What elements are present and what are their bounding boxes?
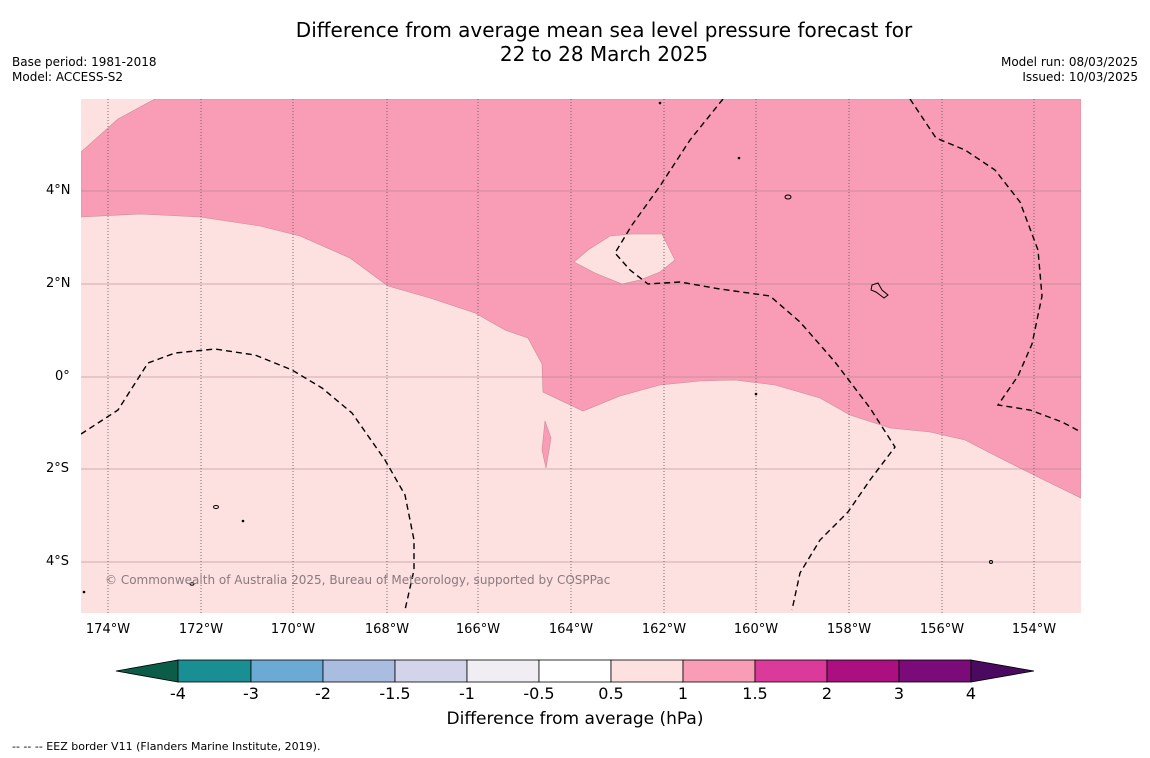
colorbar-bin: [610, 659, 684, 683]
colorbar-tick-label: 1.5: [742, 684, 768, 703]
lon-label: 160°W: [733, 622, 779, 637]
islands: [82, 101, 993, 594]
colorbar-tick-label: -2: [315, 684, 331, 703]
island: [737, 156, 741, 160]
latitude-gridlines: [81, 190, 1081, 563]
eez-border-east: [909, 99, 1081, 433]
colorbar-bin: [394, 659, 468, 683]
eez-border-west: [81, 348, 415, 611]
colorbar-tick-label: 3: [893, 684, 905, 703]
island: [989, 560, 993, 564]
island: [241, 519, 245, 523]
lat-label: 4°S: [46, 554, 70, 569]
island: [82, 590, 86, 594]
issued-text: Issued: 10/03/2025: [1022, 70, 1138, 84]
base-period-info: Base period: 1981-2018 Model: ACCESS-S2: [12, 55, 157, 85]
copyright-text: © Commonwealth of Australia 2025, Bureau…: [105, 573, 610, 587]
lon-label: 154°W: [1011, 622, 1057, 637]
island: [870, 282, 889, 299]
colorbar-bin: [250, 659, 324, 683]
colorbar-bin: [466, 659, 540, 683]
lon-label: 162°W: [641, 622, 687, 637]
colorbar-bin: [538, 659, 612, 683]
island: [658, 101, 662, 105]
island: [189, 582, 195, 586]
colorbar-bin: [682, 659, 756, 683]
colorbar-tick-label: 2: [821, 684, 833, 703]
model-run-text: Model run: 08/03/2025: [1000, 55, 1138, 69]
island: [784, 194, 792, 200]
eez-border-central: [614, 99, 896, 611]
lat-label: 4°N: [46, 183, 71, 198]
colorbar-tick-label: -3: [243, 684, 259, 703]
title-line-2: 22 to 28 March 2025: [499, 42, 709, 66]
colorbar-title: Difference from average (hPa): [446, 709, 704, 729]
anomaly-patch-light: [573, 233, 676, 285]
colorbar-tick-label: -0.5: [523, 684, 555, 703]
colorbar-tick-label: -1.5: [379, 684, 411, 703]
colorbar-tick-label: 4: [965, 684, 977, 703]
lon-label: 156°W: [919, 622, 965, 637]
colorbar-above-max: [970, 659, 1035, 683]
anomaly-patch-pink: [541, 420, 552, 469]
eez-legend-note: -- -- -- EEZ border V11 (Flanders Marine…: [12, 740, 321, 753]
colorbar-bin: [322, 659, 396, 683]
map-panel: © Commonwealth of Australia 2025, Bureau…: [81, 99, 1081, 613]
colorbar-bin: [898, 659, 972, 683]
lat-label: 2°N: [46, 276, 71, 291]
colorbar-bin: [754, 659, 828, 683]
map-title: Difference from average mean sea level p…: [0, 18, 1150, 66]
colorbar-tick-label: -4: [170, 684, 186, 703]
lon-label: 164°W: [548, 622, 594, 637]
lat-label: 0°: [55, 369, 70, 384]
title-line-1: Difference from average mean sea level p…: [295, 18, 913, 42]
model-run-info: Model run: 08/03/2025 Issued: 10/03/2025: [1001, 55, 1138, 85]
anomaly-field-1-1.5: [81, 99, 1081, 499]
colorbar-bin: [177, 659, 252, 683]
colorbar-tick-label: -1: [459, 684, 475, 703]
island: [213, 505, 219, 509]
lon-label: 168°W: [364, 622, 410, 637]
base-period-text: Base period: 1981-2018: [12, 55, 157, 69]
eez-borders: [81, 99, 1081, 611]
model-text: Model: ACCESS-S2: [12, 70, 124, 84]
lat-label: 2°S: [46, 461, 70, 476]
colorbar-bin: [826, 659, 900, 683]
colorbar-tick-label: 1: [677, 684, 689, 703]
colorbar-below-min: [115, 659, 179, 683]
lon-label: 174°W: [85, 622, 131, 637]
colorbar: [115, 659, 1035, 683]
lon-label: 166°W: [455, 622, 501, 637]
lon-label: 172°W: [178, 622, 224, 637]
lon-label: 158°W: [826, 622, 872, 637]
lon-label: 170°W: [270, 622, 316, 637]
colorbar-tick-label: 0.5: [598, 684, 624, 703]
island: [754, 392, 758, 396]
